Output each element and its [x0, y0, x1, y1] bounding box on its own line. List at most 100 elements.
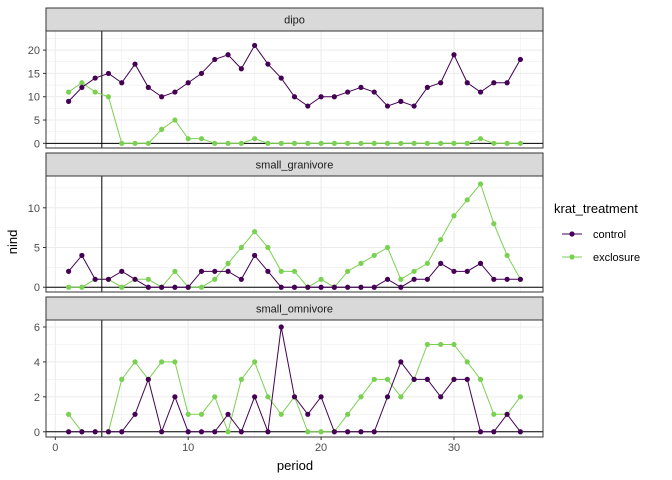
- point-control: [291, 284, 298, 290]
- panel-border: [45, 319, 544, 438]
- series-control: [65, 252, 524, 290]
- point-exclosure: [318, 140, 324, 146]
- y-axis-title: nind: [5, 230, 20, 255]
- point-exclosure: [252, 136, 258, 142]
- point-exclosure: [132, 140, 138, 146]
- point-control: [265, 268, 271, 274]
- point-control: [331, 94, 337, 100]
- point-exclosure: [198, 284, 205, 290]
- point-control: [225, 411, 231, 417]
- point-control: [291, 394, 298, 400]
- point-exclosure: [451, 213, 457, 219]
- y-tick-label: 10: [28, 203, 40, 215]
- point-exclosure: [278, 268, 284, 274]
- point-control: [345, 284, 351, 290]
- point-exclosure: [145, 140, 151, 146]
- point-control: [65, 268, 72, 274]
- point-exclosure: [198, 136, 205, 142]
- point-exclosure: [212, 140, 218, 146]
- y-tick-label: 4: [34, 357, 40, 369]
- series-exclosure: [65, 80, 524, 146]
- point-exclosure: [464, 359, 470, 365]
- point-exclosure: [345, 140, 351, 146]
- point-exclosure: [252, 359, 258, 365]
- point-control: [358, 429, 364, 435]
- point-exclosure: [424, 140, 430, 146]
- point-control: [331, 429, 337, 435]
- point-control: [504, 80, 510, 86]
- point-control: [398, 284, 404, 290]
- point-exclosure: [79, 80, 85, 86]
- point-exclosure: [305, 429, 311, 435]
- point-control: [252, 252, 258, 259]
- point-control: [371, 429, 377, 435]
- point-exclosure: [172, 268, 178, 274]
- point-exclosure: [477, 181, 484, 187]
- point-exclosure: [358, 140, 364, 146]
- point-control: [172, 89, 178, 95]
- point-exclosure: [398, 394, 404, 400]
- point-exclosure: [225, 429, 231, 435]
- y-tick-label: 5: [34, 243, 40, 255]
- point-exclosure: [119, 140, 125, 146]
- point-control: [504, 276, 510, 282]
- point-exclosure: [265, 394, 271, 400]
- point-control: [517, 276, 524, 282]
- point-control: [424, 84, 430, 91]
- point-control: [345, 429, 351, 435]
- point-control: [185, 284, 191, 290]
- point-exclosure: [291, 140, 298, 146]
- x-tick-label: 30: [448, 442, 460, 454]
- panel-background: [46, 176, 543, 292]
- point-control: [252, 394, 258, 400]
- point-control: [105, 429, 112, 435]
- point-control: [305, 284, 311, 290]
- point-control: [92, 75, 98, 81]
- point-control: [225, 52, 231, 58]
- x-axis: 0 10 20 30: [52, 437, 460, 454]
- point-exclosure: [172, 359, 178, 365]
- point-exclosure: [438, 341, 444, 348]
- point-exclosure: [358, 260, 364, 266]
- point-exclosure: [265, 244, 271, 251]
- point-exclosure: [172, 117, 178, 123]
- point-control: [477, 429, 484, 435]
- panel-small_omnivore: small_omnivore 0 2 4 6: [34, 296, 544, 439]
- point-control: [145, 84, 151, 91]
- point-control: [132, 411, 138, 417]
- point-control: [398, 359, 404, 365]
- point-control: [451, 268, 457, 274]
- point-control: [491, 80, 497, 86]
- point-control: [105, 70, 112, 77]
- point-control: [358, 284, 364, 290]
- point-control: [305, 411, 311, 417]
- point-control: [345, 89, 351, 95]
- legend-key-point: [569, 254, 575, 260]
- point-exclosure: [145, 276, 151, 282]
- point-control: [371, 89, 377, 95]
- x-axis-title: period: [277, 458, 313, 473]
- point-exclosure: [504, 140, 510, 146]
- facet-panels: dipo05101520small_granivore0510small_omn…: [28, 7, 544, 439]
- point-control: [491, 429, 497, 435]
- point-control: [464, 80, 470, 86]
- y-tick-label: 2: [34, 392, 40, 404]
- point-exclosure: [291, 268, 298, 274]
- point-exclosure: [65, 411, 72, 417]
- point-exclosure: [384, 376, 391, 382]
- point-exclosure: [238, 376, 244, 382]
- point-control: [491, 276, 497, 282]
- legend-entry-control: control: [562, 229, 626, 241]
- point-exclosure: [212, 276, 218, 282]
- point-control: [238, 429, 244, 435]
- point-control: [477, 260, 484, 266]
- point-control: [159, 429, 165, 435]
- point-exclosure: [411, 268, 417, 274]
- point-control: [517, 56, 524, 63]
- point-control: [411, 103, 417, 109]
- point-exclosure: [411, 140, 417, 146]
- point-exclosure: [491, 411, 497, 417]
- point-exclosure: [278, 411, 284, 417]
- point-control: [65, 98, 72, 104]
